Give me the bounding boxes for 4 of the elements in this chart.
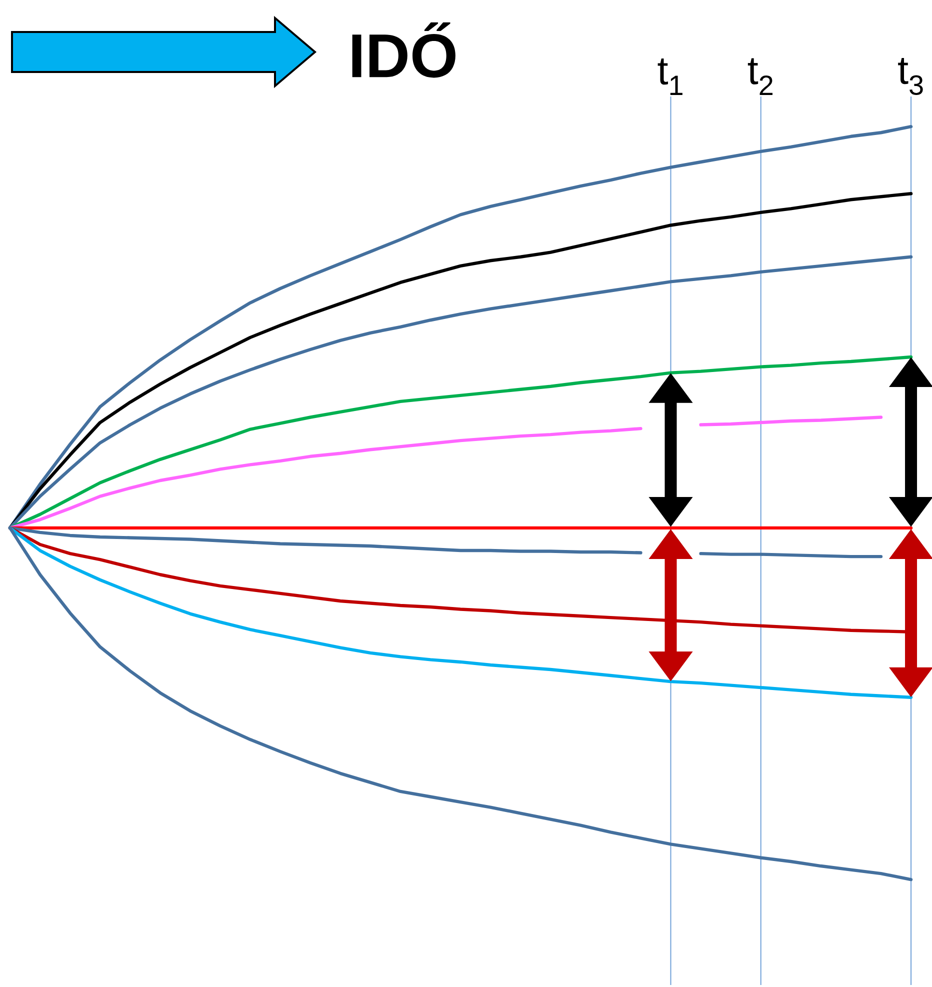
chart-title: IDŐ [352,22,456,78]
x-tick-label: t$_{1}$ [658,58,682,95]
x-tick-label: t$_{3}$ [898,58,923,95]
x-tick-label: t$_{2}$ [748,58,772,95]
